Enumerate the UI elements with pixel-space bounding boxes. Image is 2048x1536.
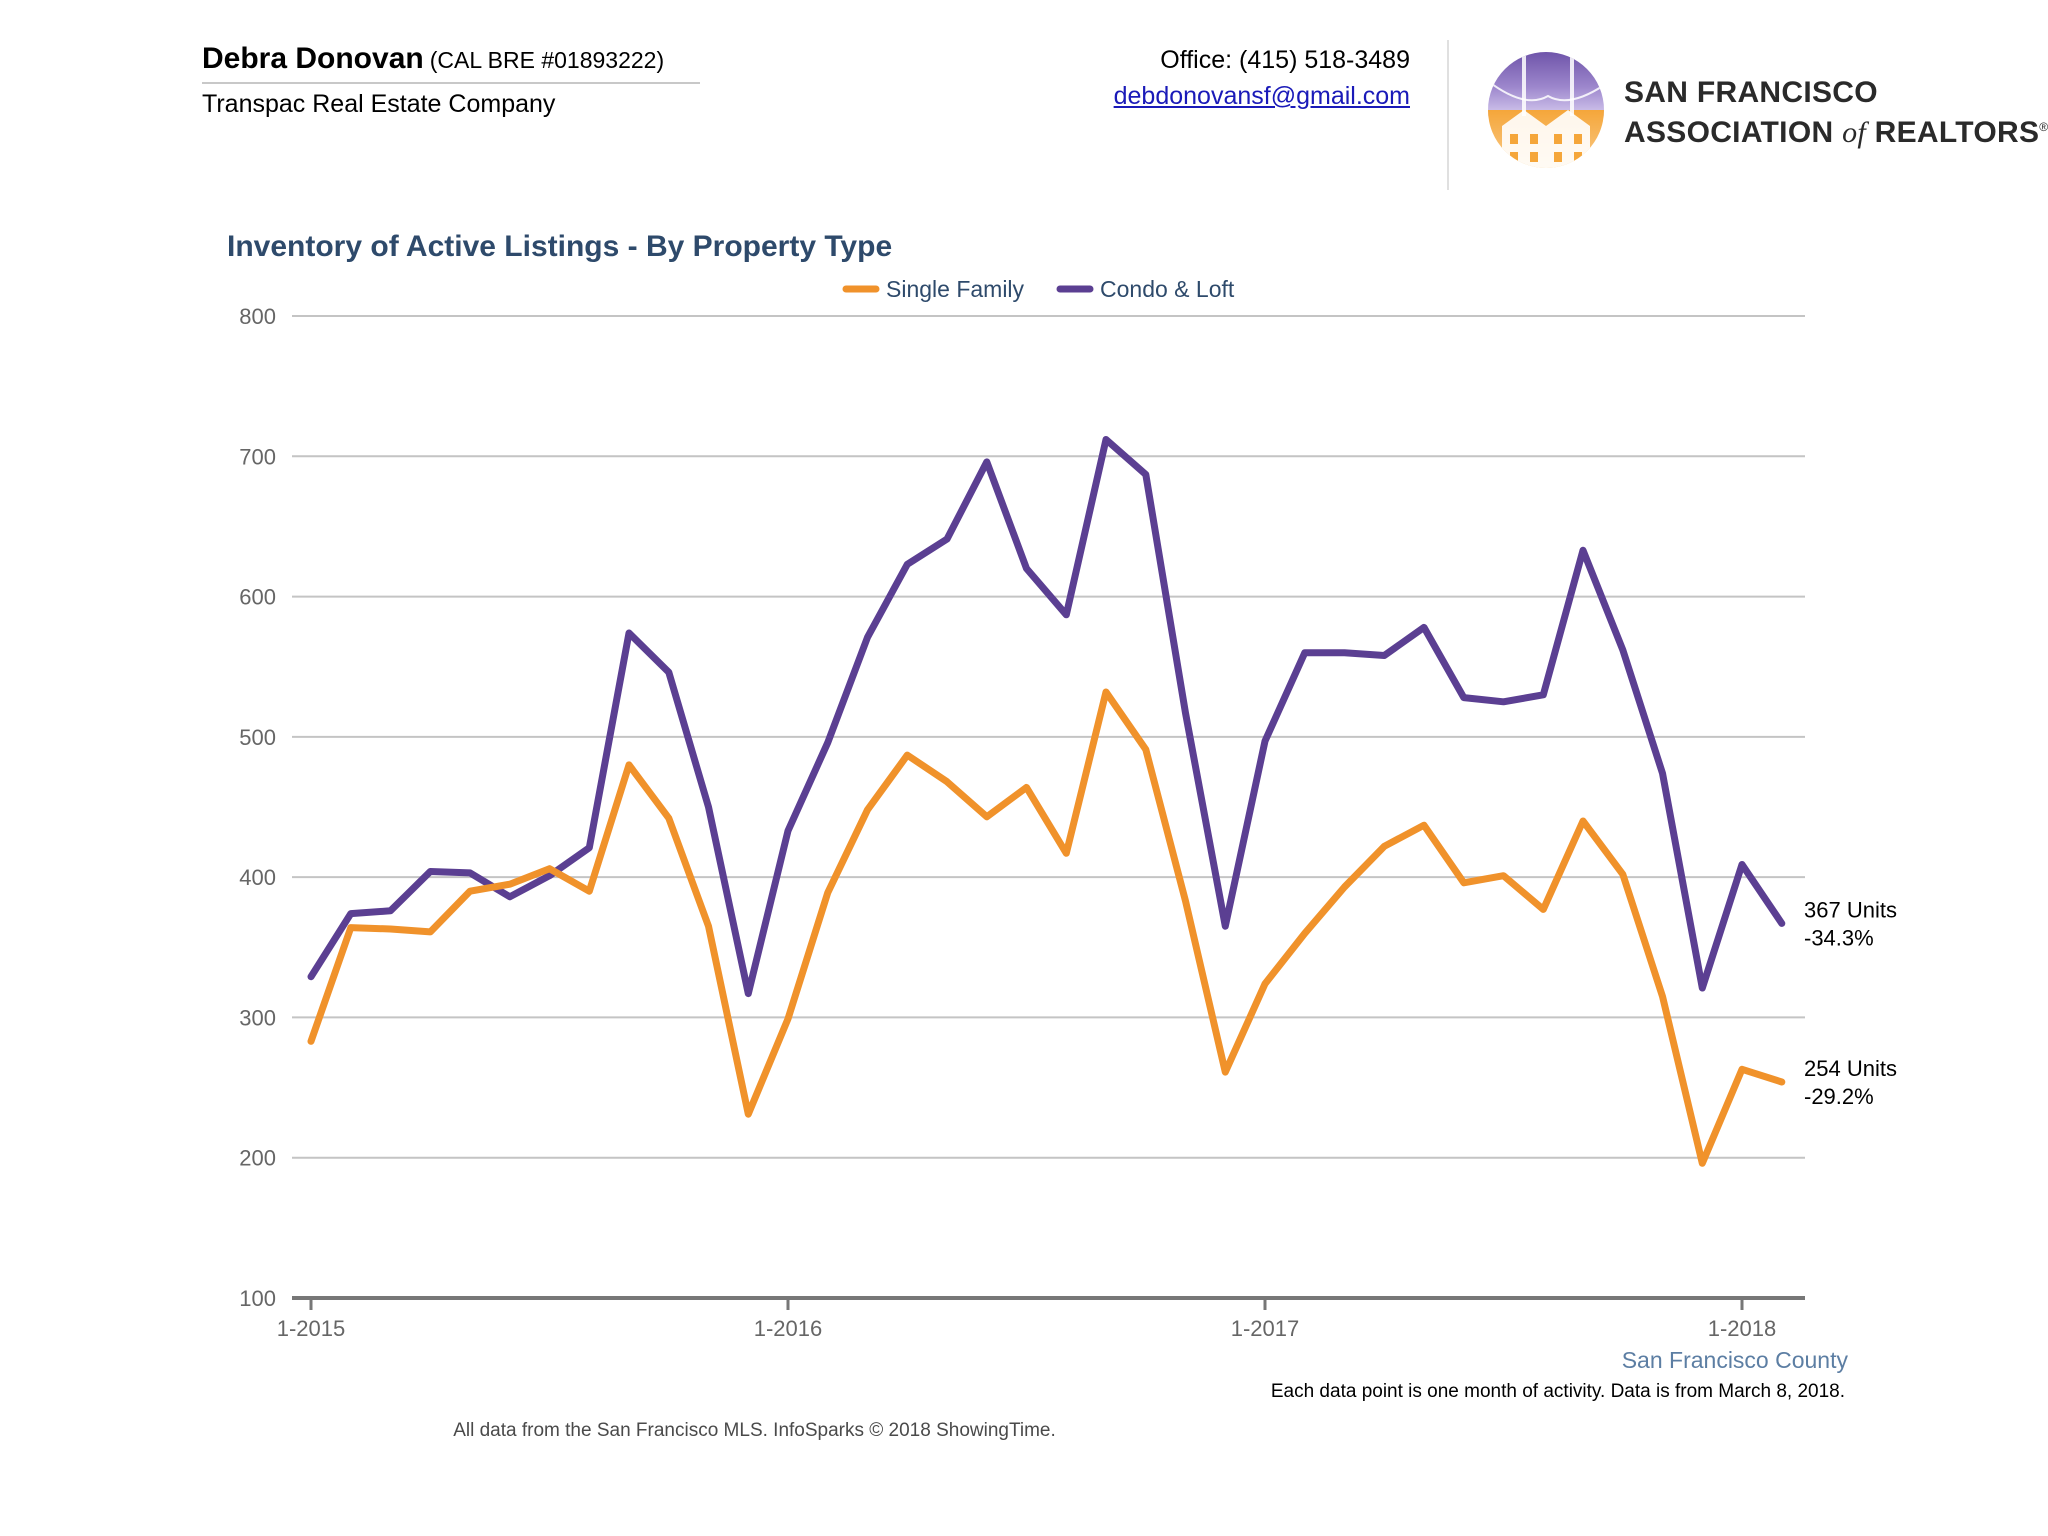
- sfar-logo-association: ASSOCIATION: [1624, 116, 1843, 149]
- end-label-units-condo-loft: 367 Units: [1804, 897, 1897, 922]
- y-tick-label-700: 700: [239, 444, 276, 469]
- header-divider: [1447, 40, 1449, 190]
- office-phone: Office: (415) 518-3489: [1160, 46, 1410, 74]
- registered-mark: ®: [2039, 120, 2048, 134]
- x-tick-label-1-2018: 1-2018: [1708, 1316, 1777, 1341]
- gridlines: [292, 315, 1805, 1159]
- legend-label-single-family: Single Family: [886, 276, 1025, 302]
- y-tick-label-200: 200: [239, 1146, 276, 1171]
- golden-gate-houses-logo: [1488, 52, 1604, 168]
- y-tick-label-800: 800: [239, 304, 276, 329]
- end-label-change-condo-loft: -34.3%: [1804, 925, 1874, 950]
- axes: 100 200 300 400 500 600 700 800 1-2015 1-2016 1-20…: [239, 304, 1848, 1373]
- end-labels: 254 Units -29.2% 367 Units -34.3%: [1804, 897, 1897, 1109]
- x-tick-label-1-2015: 1-2015: [277, 1316, 346, 1341]
- x-tick-label-1-2017: 1-2017: [1231, 1316, 1300, 1341]
- region-label: San Francisco County: [1622, 1347, 1849, 1373]
- y-tick-label-600: 600: [239, 585, 276, 610]
- agent-license: (CAL BRE #01893222): [429, 47, 665, 73]
- end-label-change-single-family: -29.2%: [1804, 1084, 1874, 1109]
- y-tick-label-400: 400: [239, 865, 276, 890]
- agent-name-underline: [202, 82, 700, 84]
- y-tick-label-500: 500: [239, 725, 276, 750]
- series-line-single-family: [307, 688, 1786, 1167]
- sfar-logo-line1: SAN FRANCISCO: [1624, 76, 1878, 109]
- legend: Single Family Condo & Loft: [842, 276, 1235, 302]
- footer-note: Each data point is one month of activity…: [1270, 1381, 1845, 1402]
- y-tick-label-100: 100: [239, 1286, 276, 1311]
- series-lines: [307, 436, 1786, 1167]
- sfar-logo-of: of: [1842, 116, 1866, 149]
- x-tick-label-1-2016: 1-2016: [754, 1316, 823, 1341]
- sfar-logo-realtors: REALTORS: [1866, 116, 2040, 149]
- footer-source: All data from the San Francisco MLS. Inf…: [453, 1420, 1056, 1441]
- y-tick-label-300: 300: [239, 1005, 276, 1030]
- legend-label-condo-loft: Condo & Loft: [1100, 276, 1235, 302]
- chart-title: Inventory of Active Listings - By Proper…: [227, 230, 893, 263]
- sfar-logo-line2: ASSOCIATION of REALTORS®: [1624, 110, 2048, 150]
- agent-name: Debra Donovan (CAL BRE #01893222): [202, 42, 664, 76]
- sfar-logo-text: SAN FRANCISCO ASSOCIATION of REALTORS®: [1624, 76, 2048, 150]
- agent-name-text: Debra Donovan: [202, 42, 424, 75]
- email-link[interactable]: debdonovansf@gmail.com: [1113, 82, 1410, 110]
- agent-company: Transpac Real Estate Company: [202, 90, 556, 118]
- series-line-condo-loft: [307, 436, 1786, 998]
- end-label-units-single-family: 254 Units: [1804, 1056, 1897, 1081]
